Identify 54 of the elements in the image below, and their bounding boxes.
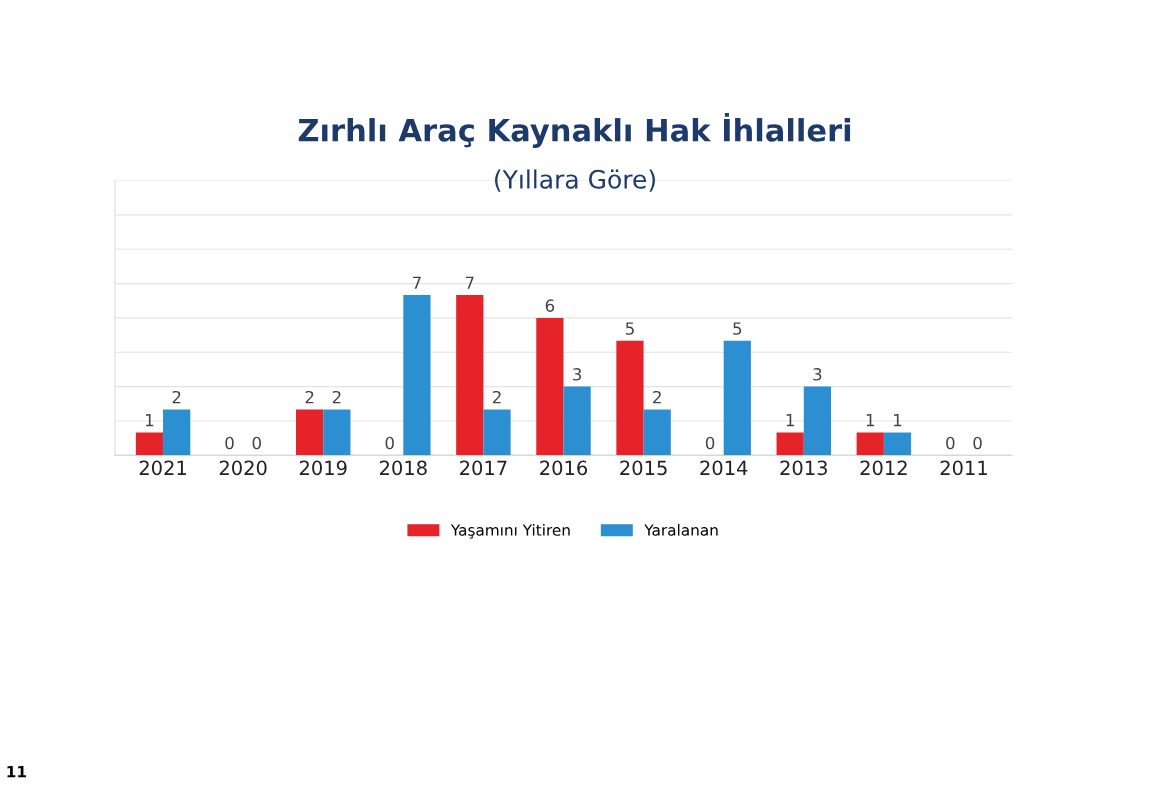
data-label: 0 — [973, 436, 982, 450]
x-tick-label: 2016 — [540, 460, 588, 476]
data-label: 3 — [813, 368, 822, 381]
data-label: 0 — [946, 436, 955, 450]
data-label: 5 — [733, 322, 742, 335]
data-label: 0 — [385, 436, 394, 450]
bar — [643, 409, 671, 456]
bar — [456, 295, 484, 456]
text: 11 — [7, 766, 26, 778]
x-tick-label: 2018 — [380, 460, 427, 476]
data-label: 2 — [492, 390, 501, 404]
x-tick-label: 2014 — [700, 460, 748, 476]
data-label: 1 — [894, 414, 902, 427]
data-label: 3 — [573, 368, 582, 381]
data-label: 1 — [786, 414, 794, 427]
chart-title: Zırhlı Araç Kaynaklı Hak İhlalleri — [298, 113, 851, 148]
bar — [536, 317, 564, 456]
data-label: 2 — [172, 390, 181, 404]
x-tick-label: 2011 — [940, 460, 987, 476]
bar — [403, 295, 431, 456]
data-label: 2 — [332, 390, 341, 404]
bar — [803, 386, 831, 456]
x-tick-label: 2012 — [860, 460, 907, 476]
bar — [883, 432, 912, 456]
x-tick-label: 2017 — [460, 460, 507, 476]
chart-subtitle: (Yıllara Göre) — [495, 169, 655, 192]
data-label: 5 — [625, 322, 634, 335]
data-label: 0 — [252, 436, 261, 450]
data-label: 2 — [653, 390, 661, 404]
bar — [323, 409, 351, 456]
legend-label: Yaralanan — [644, 524, 718, 536]
bar — [563, 386, 591, 456]
data-label: 0 — [225, 436, 234, 450]
data-label: 6 — [545, 299, 555, 312]
bar — [723, 340, 751, 456]
bar — [296, 409, 324, 456]
x-tick-label: 2021 — [139, 460, 186, 476]
data-label: 7 — [413, 276, 421, 289]
bar — [483, 409, 511, 456]
x-tick-label: 2019 — [299, 460, 347, 476]
data-label: 1 — [866, 414, 874, 427]
bar — [776, 432, 804, 456]
data-label: 2 — [305, 390, 314, 404]
data-label: 7 — [465, 276, 474, 289]
bar — [616, 340, 644, 456]
x-tick-label: 2020 — [219, 460, 267, 476]
bar — [135, 432, 164, 456]
x-tick-label: 2013 — [780, 460, 827, 476]
legend-label: Yaşamını Yitiren — [450, 524, 570, 539]
bar — [856, 432, 884, 456]
data-label: 1 — [145, 414, 154, 427]
data-label: 0 — [705, 436, 715, 450]
x-tick-label: 2015 — [620, 460, 667, 476]
bar — [163, 409, 191, 456]
